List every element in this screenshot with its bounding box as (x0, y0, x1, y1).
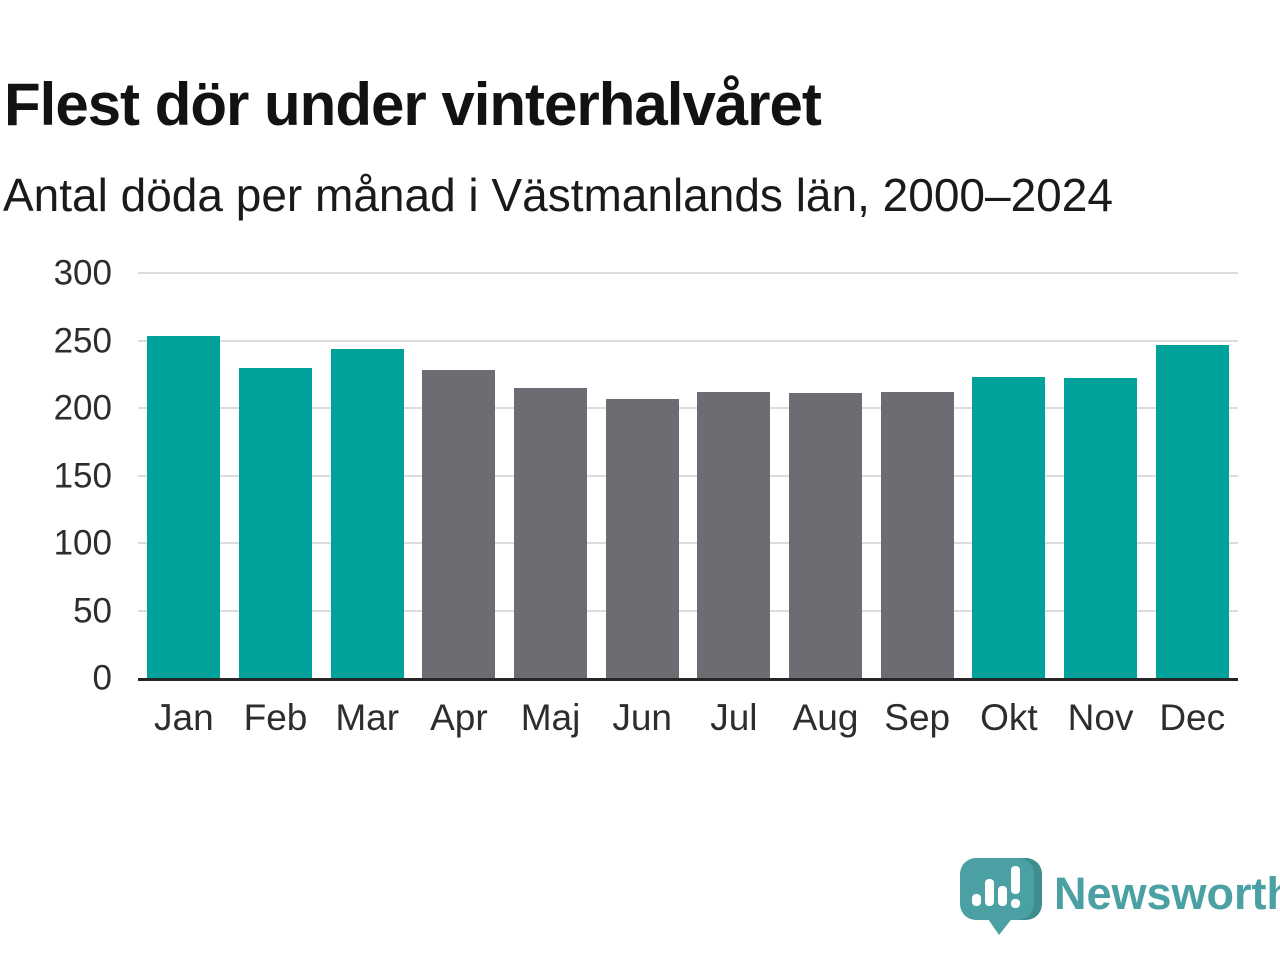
bar-slot-feb (230, 273, 322, 678)
bar-aug (789, 393, 863, 678)
x-tick-label-jan: Jan (154, 697, 214, 738)
y-tick-label-100: 100 (53, 523, 112, 563)
y-tick-label-150: 150 (53, 456, 112, 495)
page-subtitle: Antal döda per månad i Västmanlands län,… (3, 169, 1113, 221)
y-tick-label-300: 300 (53, 253, 112, 293)
x-tick-label-aug: Aug (792, 697, 859, 738)
bar-slot-maj (505, 273, 597, 678)
x-tick-label-maj: Maj (520, 697, 581, 738)
bar-maj (514, 387, 588, 678)
bar-slot-sep (871, 273, 963, 678)
page-title: Flest dör under vinterhalvåret (4, 71, 822, 139)
bar-slot-jul (688, 273, 780, 678)
plot-area (138, 272, 1238, 681)
bar-nov (1064, 378, 1138, 678)
bars-container (138, 273, 1238, 678)
brand-name: Newsworthy (1054, 868, 1280, 919)
bar-feb (239, 367, 312, 678)
x-tick-label-sep: Sep (884, 697, 951, 738)
bar-slot-jun (596, 273, 688, 678)
bar-slot-apr (413, 273, 505, 678)
x-tick-label-dec: Dec (1159, 697, 1226, 738)
x-tick-label-okt: Okt (980, 697, 1038, 738)
y-tick-label-0: 0 (92, 658, 112, 698)
bar-slot-jan (138, 273, 230, 678)
y-tick-label-250: 250 (53, 321, 112, 360)
x-tick-label-jul: Jul (710, 697, 758, 738)
bar-slot-nov (1055, 273, 1147, 678)
x-tick-label-nov: Nov (1067, 697, 1134, 738)
x-tick-label-feb: Feb (243, 697, 308, 738)
bar-apr (422, 370, 496, 678)
y-axis-labels: 0 50 100 150 200 250 300 (0, 256, 112, 696)
x-tick-label-mar: Mar (335, 697, 400, 738)
bar-jan (147, 336, 221, 678)
x-tick-label-jun: Jun (612, 697, 673, 738)
brand-footer: Newsworthy (960, 856, 1280, 941)
gridline-100 (138, 542, 1238, 544)
bar-slot-dec (1146, 273, 1238, 678)
gridline-200 (138, 407, 1238, 409)
gridline-50 (138, 609, 1238, 612)
gridline-150 (138, 474, 1238, 477)
bar-okt (972, 376, 1046, 678)
bar-sep (880, 391, 954, 678)
gridline-250 (138, 339, 1238, 342)
y-tick-label-200: 200 (53, 388, 112, 428)
x-tick-label-apr: Apr (430, 697, 488, 738)
bar-slot-mar (321, 273, 413, 678)
gridline-300 (138, 272, 1238, 274)
bar-chart: 0 50 100 150 200 250 300 Jan Feb Mar Apr Maj Jun Jul… (0, 256, 1238, 740)
bar-jun (605, 398, 679, 678)
bar-mar (330, 348, 404, 678)
x-axis-labels: Jan Feb Mar Apr Maj Jun Jul Aug Sep Okt Nov Dec (138, 696, 1238, 740)
newsworthy-logo-icon (960, 856, 1042, 941)
bar-jul (697, 391, 771, 678)
bar-slot-okt (963, 273, 1055, 678)
y-tick-label-50: 50 (73, 591, 112, 630)
bar-slot-aug (780, 273, 872, 678)
bar-dec (1155, 344, 1229, 678)
